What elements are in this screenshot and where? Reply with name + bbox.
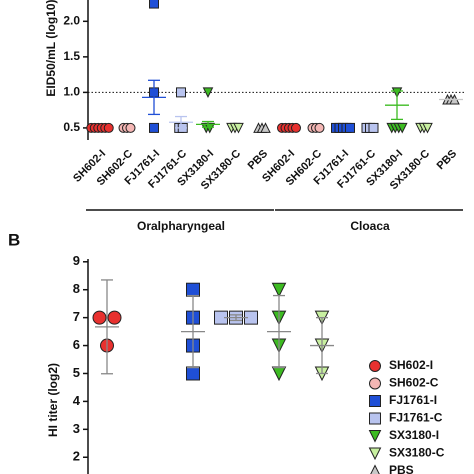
legend-label: FJ1761-I <box>389 393 437 407</box>
legend-marker <box>369 412 381 425</box>
y-tick-label: 3 <box>73 421 80 436</box>
y-tick-label: 2.0 <box>63 13 80 27</box>
point <box>233 122 244 134</box>
panel-label: B <box>8 230 20 249</box>
legend-marker <box>370 464 380 474</box>
point <box>149 0 159 9</box>
x-tick-label: PBS <box>435 148 459 172</box>
point <box>314 122 325 133</box>
point <box>260 122 271 133</box>
point <box>271 282 287 298</box>
y-tick-label: 9 <box>73 253 80 268</box>
y-tick-label: 1.0 <box>63 85 80 99</box>
point <box>103 122 114 133</box>
legend-label: SH602-C <box>389 376 439 390</box>
point <box>396 122 408 134</box>
y-tick-label: 4 <box>73 393 81 408</box>
point <box>186 282 200 297</box>
y-axis-label: EID50/mL (log10) <box>44 0 58 97</box>
y-tick-label: 0.5 <box>63 120 80 134</box>
point <box>368 122 379 133</box>
point <box>291 122 301 133</box>
point <box>202 87 214 99</box>
y-tick-label: 5 <box>73 365 80 380</box>
point <box>176 87 186 98</box>
legend-label: FJ1761-C <box>389 411 443 425</box>
point <box>345 122 355 133</box>
point <box>149 122 159 133</box>
legend-label: SX3180-I <box>389 428 439 442</box>
point <box>422 122 433 134</box>
y-tick-label: 1.5 <box>63 49 80 63</box>
legend-label: SH602-I <box>389 358 433 372</box>
y-tick-label: 2 <box>73 449 80 464</box>
y-axis-label: HI titer (log2) <box>46 363 60 437</box>
point <box>107 310 122 325</box>
legend-marker <box>368 430 382 443</box>
y-tick-label: 6 <box>73 337 80 352</box>
point <box>125 122 136 133</box>
legend-label: PBS <box>389 463 414 474</box>
point <box>186 366 200 381</box>
y-tick-label: 7 <box>73 309 80 324</box>
point <box>92 310 107 325</box>
legend-marker <box>369 360 381 372</box>
legend-label: SX3180-C <box>389 446 445 460</box>
legend-marker <box>368 447 382 461</box>
point <box>271 366 287 382</box>
legend-marker <box>369 377 381 390</box>
section-label: Cloaca <box>350 219 390 233</box>
section-label: Oralpharyngeal <box>137 219 225 233</box>
legend-marker <box>369 395 381 407</box>
y-tick-label: 8 <box>73 281 80 296</box>
